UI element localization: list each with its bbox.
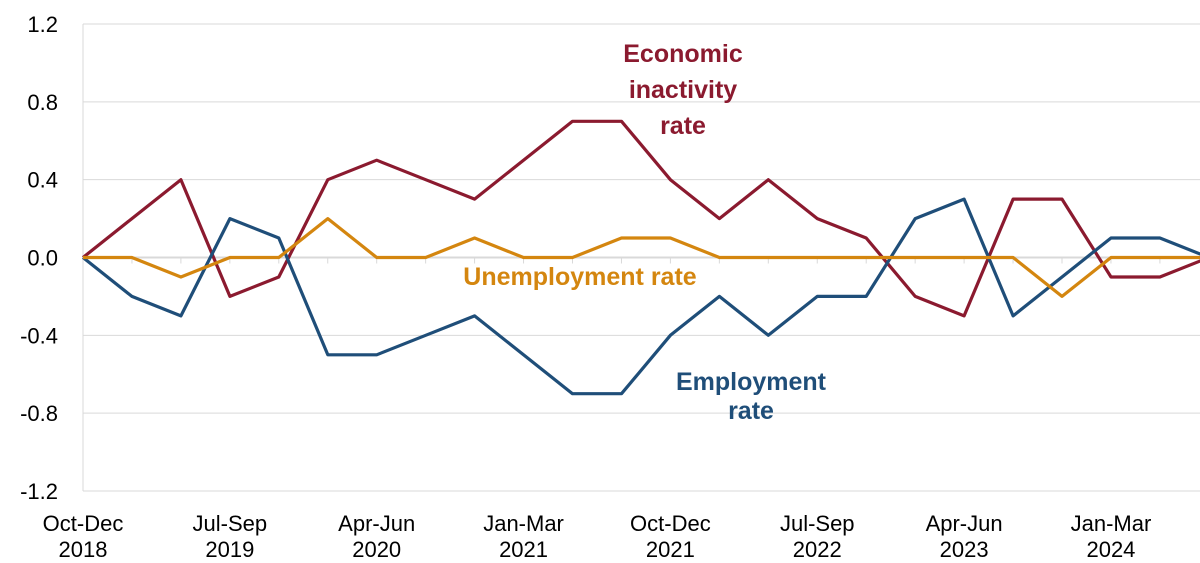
series-lines (82, 119, 1200, 396)
x-tick-label: Jan-Mar (1071, 511, 1152, 536)
series-label: Unemployment rate (463, 263, 696, 291)
series-label: Economic (623, 40, 743, 68)
x-tick-label-year: 2019 (205, 537, 254, 562)
y-tick-label: -0.8 (20, 401, 58, 426)
y-tick-label: 0.8 (27, 90, 58, 115)
series-labels: EconomicinactivityrateEmploymentrateUnem… (463, 40, 826, 425)
x-tick-label-year: 2018 (59, 537, 108, 562)
x-tick-label-year: 2020 (352, 537, 401, 562)
x-tick-label: Apr-Jun (926, 511, 1003, 536)
y-axis-tick-labels: 1.2 0.8 0.4 0.0 -0.4 -0.8 -1.2 (20, 12, 58, 504)
employment-rate-line (82, 197, 1200, 396)
y-tick-label: -0.4 (20, 323, 58, 348)
series-label: inactivity (629, 76, 737, 104)
x-tick-label: Jul-Sep (780, 511, 855, 536)
x-tick-label-year: 2021 (499, 537, 548, 562)
x-tick-label-year: 2024 (1086, 537, 1135, 562)
x-tick-label-year: 2021 (646, 537, 695, 562)
unemployment-rate-line (83, 217, 1200, 298)
economic-inactivity-rate-line (82, 119, 1200, 318)
y-tick-label: 0.0 (27, 246, 58, 271)
x-tick-label: Jan-Mar (483, 511, 564, 536)
x-tick-label-year: 2022 (793, 537, 842, 562)
series-label: rate (728, 397, 774, 425)
series-label: rate (660, 112, 706, 140)
y-tick-label: -1.2 (20, 479, 58, 504)
x-axis-tick-labels: Oct-Dec2018Jul-Sep2019Apr-Jun2020Jan-Mar… (43, 511, 1152, 562)
x-tick-label: Oct-Dec (43, 511, 124, 536)
x-tick-label: Jul-Sep (193, 511, 268, 536)
gridlines (83, 23, 1200, 492)
x-tick-label-year: 2023 (940, 537, 989, 562)
series-label: Employment (676, 368, 827, 396)
y-tick-label: 1.2 (27, 12, 58, 37)
x-tick-label: Apr-Jun (338, 511, 415, 536)
x-tick-label: Oct-Dec (630, 511, 711, 536)
y-tick-label: 0.4 (27, 168, 58, 193)
